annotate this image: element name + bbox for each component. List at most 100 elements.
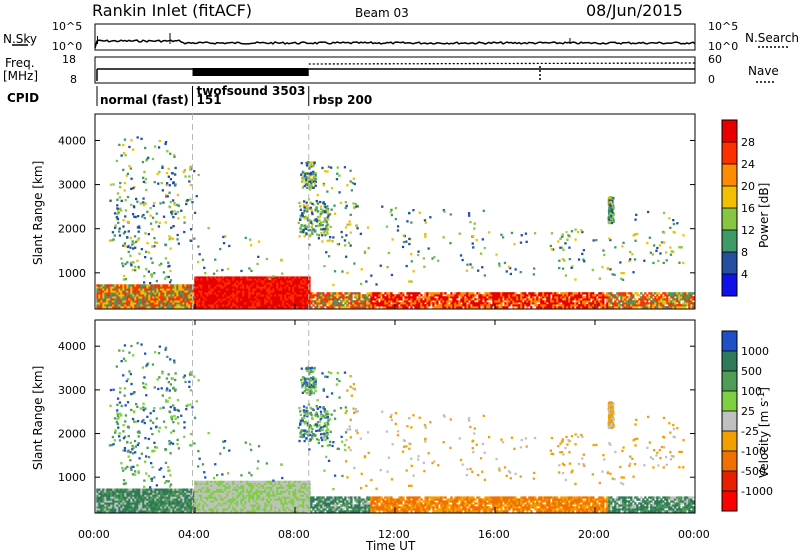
power-cell (592, 298, 595, 301)
power-cell (118, 296, 121, 299)
power-cell (284, 290, 287, 293)
power-cell (590, 306, 593, 309)
power-cell (194, 296, 197, 299)
velocity-cell (158, 508, 161, 511)
velocity-cell (234, 494, 237, 497)
power-cell (294, 292, 297, 295)
power-cell (400, 306, 403, 309)
power-cell (618, 302, 621, 305)
velocity-cell (250, 510, 253, 513)
power-cell (514, 300, 517, 303)
power-cell (224, 294, 227, 297)
velocity-cell (212, 492, 215, 495)
power-cell (634, 306, 637, 309)
power-cell (630, 300, 633, 303)
power-cell (294, 302, 297, 305)
velocity-cell (196, 500, 199, 503)
power-cell (559, 246, 562, 249)
power-cell (117, 208, 120, 211)
power-cell (116, 286, 119, 289)
power-cell (266, 278, 269, 281)
power-cell (194, 278, 197, 281)
power-cell (584, 298, 587, 301)
power-cell (198, 276, 201, 279)
power-cell (454, 292, 457, 295)
power-cell (304, 284, 307, 287)
power-cell (120, 199, 123, 202)
power-cell (398, 296, 401, 299)
velocity-cell (144, 492, 147, 495)
power-cell (606, 294, 609, 297)
velocity-cell (98, 492, 101, 495)
power-cell (647, 210, 650, 214)
power-cell (248, 304, 251, 307)
power-cell (286, 284, 289, 287)
power-cell (302, 306, 305, 309)
power-cell (355, 224, 358, 228)
power-cell (374, 306, 377, 309)
power-cell (412, 294, 415, 297)
power-cell (206, 284, 209, 287)
power-cell (484, 296, 487, 299)
power-cell (292, 300, 295, 303)
power-cell (268, 290, 271, 293)
velocity-cell (144, 494, 147, 497)
power-cell (566, 292, 569, 295)
power-cell (264, 288, 267, 291)
power-cell (346, 304, 349, 307)
power-cell (608, 292, 611, 295)
power-cell (178, 286, 181, 289)
velocity-cell (184, 488, 187, 491)
power-cell (122, 168, 125, 171)
velocity-cell (212, 484, 215, 487)
power-cell (112, 288, 115, 291)
power-cell (162, 300, 165, 303)
power-cell (576, 304, 579, 307)
power-cell (390, 208, 393, 211)
power-cell (300, 278, 303, 281)
velocity-cell (142, 508, 145, 511)
power-cell (268, 277, 271, 280)
power-cell (479, 252, 483, 255)
velocity-cell (202, 500, 205, 503)
velocity-cell (154, 490, 157, 493)
power-cell (134, 294, 137, 297)
velocity-cell (252, 502, 255, 505)
power-cell (658, 296, 661, 299)
power-cell (292, 290, 295, 293)
power-cell (402, 294, 405, 297)
power-cell (188, 288, 191, 291)
power-cell (234, 298, 237, 301)
power-cell (335, 178, 339, 181)
power-cell (456, 300, 459, 303)
power-cell (115, 159, 118, 163)
power-cell (622, 298, 625, 301)
power-cell (536, 300, 539, 303)
power-cell (504, 294, 507, 297)
power-cell (442, 304, 445, 307)
power-cell (310, 300, 313, 303)
power-cell (560, 235, 564, 238)
power-cell (504, 306, 507, 309)
power-cell (640, 304, 643, 307)
power-cell (290, 294, 293, 297)
power-cell (230, 306, 233, 309)
power-cell (196, 302, 199, 305)
nsky-label: N.Sky (3, 32, 37, 46)
velocity-cell (180, 506, 183, 509)
power-cell (126, 245, 129, 249)
power-cell (514, 298, 517, 301)
power-cell (240, 296, 243, 299)
power-cell (530, 306, 533, 309)
power-cell (100, 300, 103, 303)
power-cell (608, 206, 611, 210)
velocity-cell (196, 498, 199, 501)
velocity-cell (188, 494, 191, 497)
velocity-cell (128, 494, 131, 497)
power-cell (242, 278, 245, 281)
power-cell (490, 298, 493, 301)
power-cell (222, 284, 225, 287)
power-cell (142, 180, 145, 183)
power-cell (148, 306, 151, 309)
power-cell (378, 292, 381, 295)
